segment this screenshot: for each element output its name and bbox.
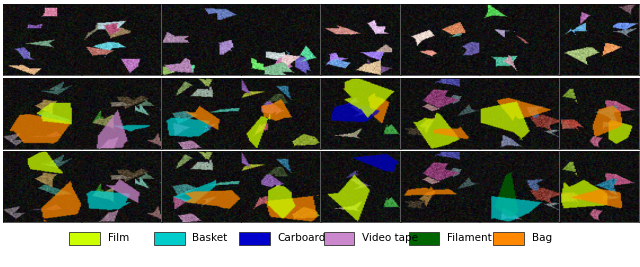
Bar (154, 232, 185, 245)
Text: Filament: Filament (447, 233, 492, 244)
Bar (239, 232, 269, 245)
Bar (409, 232, 439, 245)
Text: Carboard: Carboard (277, 233, 326, 244)
Text: Film: Film (108, 233, 129, 244)
Text: Bag: Bag (532, 233, 552, 244)
Text: Basket: Basket (193, 233, 228, 244)
Bar (69, 232, 100, 245)
Text: Video tape: Video tape (362, 233, 418, 244)
Bar (493, 232, 524, 245)
Bar (324, 232, 355, 245)
